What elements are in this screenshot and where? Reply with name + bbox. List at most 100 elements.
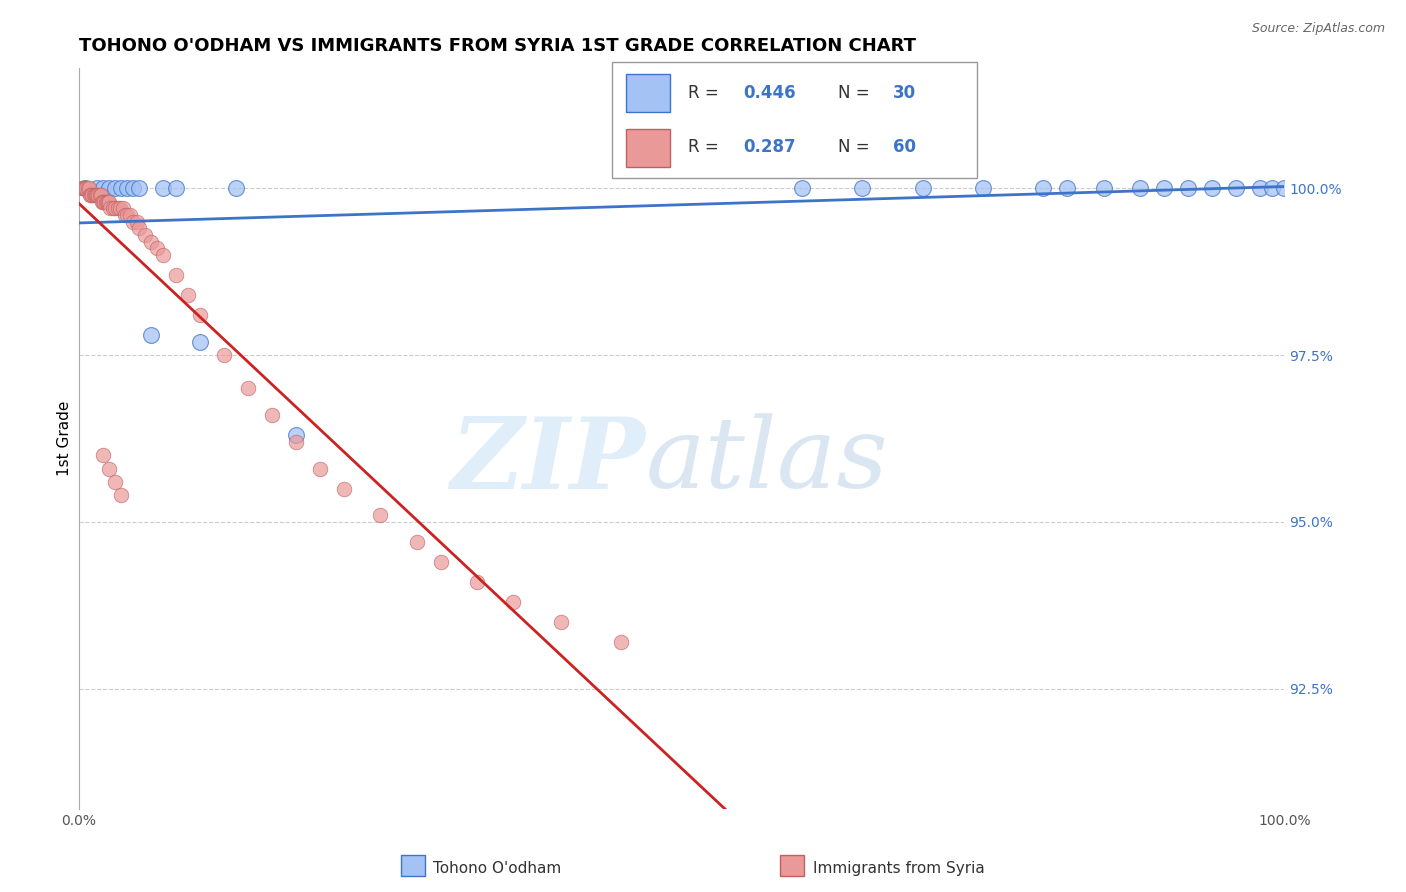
Point (84, 187, 107, 202)
Text: ZIP: ZIP (450, 412, 645, 509)
Point (370, 508, 392, 523)
Point (134, 227, 156, 242)
Point (550, 615, 572, 629)
Point (1092, 181, 1115, 195)
Point (117, 208, 139, 222)
Point (91, 194, 114, 209)
Point (1177, 181, 1199, 195)
Point (309, 461, 332, 475)
Point (851, 181, 873, 195)
Point (188, 334, 211, 349)
Text: Immigrants from Syria: Immigrants from Syria (813, 862, 984, 876)
Text: 60: 60 (893, 138, 917, 156)
Text: R =: R = (689, 138, 724, 156)
Point (972, 181, 994, 195)
Point (87, 187, 110, 202)
Point (104, 475, 127, 489)
Text: N =: N = (838, 138, 875, 156)
Point (285, 434, 308, 449)
FancyBboxPatch shape (612, 62, 977, 178)
Point (86, 181, 108, 195)
Point (285, 428, 308, 442)
Point (93, 194, 115, 209)
Point (79, 187, 101, 202)
Text: 30: 30 (893, 84, 917, 102)
Point (260, 408, 283, 422)
Point (98, 461, 121, 475)
Point (128, 221, 150, 235)
FancyBboxPatch shape (626, 74, 671, 112)
Text: TOHONO O'ODHAM VS IMMIGRANTS FROM SYRIA 1ST GRADE CORRELATION CHART: TOHONO O'ODHAM VS IMMIGRANTS FROM SYRIA … (79, 37, 917, 55)
Point (212, 348, 235, 362)
Point (91, 181, 114, 195)
Point (75, 181, 97, 195)
Point (1261, 181, 1284, 195)
Point (1272, 181, 1295, 195)
Point (911, 181, 934, 195)
FancyBboxPatch shape (626, 128, 671, 167)
Point (118, 208, 141, 222)
Point (236, 381, 259, 395)
Y-axis label: 1st Grade: 1st Grade (58, 401, 72, 476)
Point (86, 187, 108, 202)
Point (77, 181, 100, 195)
Point (225, 181, 247, 195)
Point (110, 181, 132, 195)
Point (1032, 181, 1054, 195)
Point (122, 181, 145, 195)
Point (98, 181, 121, 195)
Text: 0.446: 0.446 (744, 84, 796, 102)
Point (141, 328, 163, 343)
Point (97, 194, 120, 209)
Point (152, 248, 174, 262)
Point (90, 187, 112, 202)
Point (146, 241, 169, 255)
Point (333, 482, 356, 496)
Point (104, 201, 127, 215)
Point (83, 187, 105, 202)
Point (405, 535, 427, 549)
Point (91, 448, 114, 462)
Point (1056, 181, 1078, 195)
Point (792, 181, 814, 195)
Point (176, 288, 198, 302)
Point (75, 181, 97, 195)
Point (1129, 181, 1152, 195)
Point (1225, 181, 1247, 195)
Point (114, 208, 136, 222)
Point (152, 181, 174, 195)
Point (82, 187, 104, 202)
Point (165, 181, 187, 195)
Point (165, 268, 187, 282)
Point (107, 201, 129, 215)
Point (100, 201, 122, 215)
Point (96, 194, 118, 209)
Point (108, 201, 131, 215)
Point (610, 635, 633, 649)
Point (70, 181, 93, 195)
Point (98, 194, 121, 209)
Point (1249, 181, 1271, 195)
Point (72, 181, 94, 195)
Text: Source: ZipAtlas.com: Source: ZipAtlas.com (1251, 22, 1385, 36)
Point (128, 181, 150, 195)
Point (94, 194, 117, 209)
Point (188, 308, 211, 322)
Point (110, 488, 132, 502)
Point (83, 187, 105, 202)
Text: N =: N = (838, 84, 875, 102)
Point (429, 555, 451, 569)
Point (465, 575, 488, 590)
Point (73, 181, 96, 195)
Point (101, 201, 124, 215)
Point (89, 187, 111, 202)
Point (104, 181, 127, 195)
Point (502, 595, 524, 609)
Point (75, 181, 97, 195)
Point (117, 181, 139, 195)
Point (141, 235, 163, 249)
Point (91, 194, 114, 209)
Text: Tohono O'odham: Tohono O'odham (433, 862, 561, 876)
Point (125, 214, 148, 228)
Point (111, 201, 134, 215)
